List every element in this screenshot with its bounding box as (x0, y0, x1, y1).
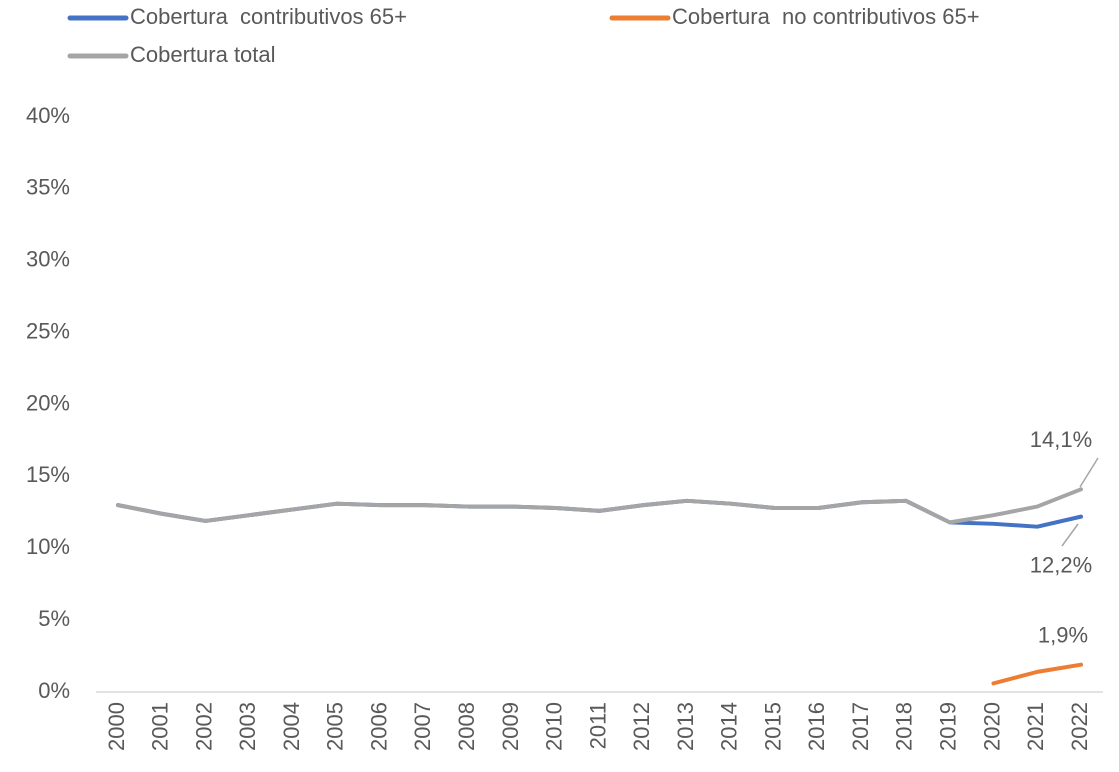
x-tick-label: 2015 (760, 702, 785, 751)
x-tick-label: 2005 (323, 702, 348, 751)
data-label: 14,1% (1030, 427, 1092, 452)
x-tick-label: 2020 (979, 702, 1004, 751)
y-tick-label: 5% (38, 606, 70, 631)
x-tick-label: 2004 (279, 702, 304, 751)
x-tick-label: 2018 (892, 702, 917, 751)
y-tick-label: 20% (26, 390, 70, 415)
leader-line (1061, 523, 1079, 547)
legend-label: Cobertura contributivos 65+ (130, 4, 407, 29)
legend-label: Cobertura no contributivos 65+ (672, 4, 980, 29)
x-tick-label: 2000 (104, 702, 129, 751)
data-label: 12,2% (1030, 552, 1092, 577)
data-label: 1,9% (1038, 623, 1088, 648)
y-tick-label: 10% (26, 534, 70, 559)
x-tick-label: 2021 (1023, 702, 1048, 751)
x-tick-label: 2010 (542, 702, 567, 751)
x-tick-label: 2012 (629, 702, 654, 751)
y-tick-label: 25% (26, 318, 70, 343)
x-tick-label: 2008 (454, 702, 479, 751)
x-tick-label: 2022 (1067, 702, 1092, 751)
series-line (116, 487, 1083, 525)
x-tick-label: 2013 (673, 702, 698, 751)
x-tick-label: 2014 (717, 702, 742, 751)
x-tick-label: 2006 (366, 702, 391, 751)
leader-line (1079, 457, 1099, 488)
x-tick-label: 2016 (804, 702, 829, 751)
x-tick-label: 2019 (935, 702, 960, 751)
x-tick-label: 2001 (148, 702, 173, 751)
y-tick-label: 15% (26, 462, 70, 487)
x-tick-label: 2003 (235, 702, 260, 751)
series-line (991, 662, 1083, 686)
y-tick-label: 40% (26, 103, 70, 128)
legend-label: Cobertura total (130, 42, 276, 67)
x-tick-label: 2007 (410, 702, 435, 751)
x-tick-label: 2002 (191, 702, 216, 751)
x-tick-label: 2011 (585, 702, 610, 749)
y-tick-label: 0% (38, 678, 70, 703)
y-tick-label: 30% (26, 247, 70, 272)
y-tick-label: 35% (26, 175, 70, 200)
x-tick-label: 2009 (498, 702, 523, 751)
x-tick-label: 2017 (848, 702, 873, 751)
